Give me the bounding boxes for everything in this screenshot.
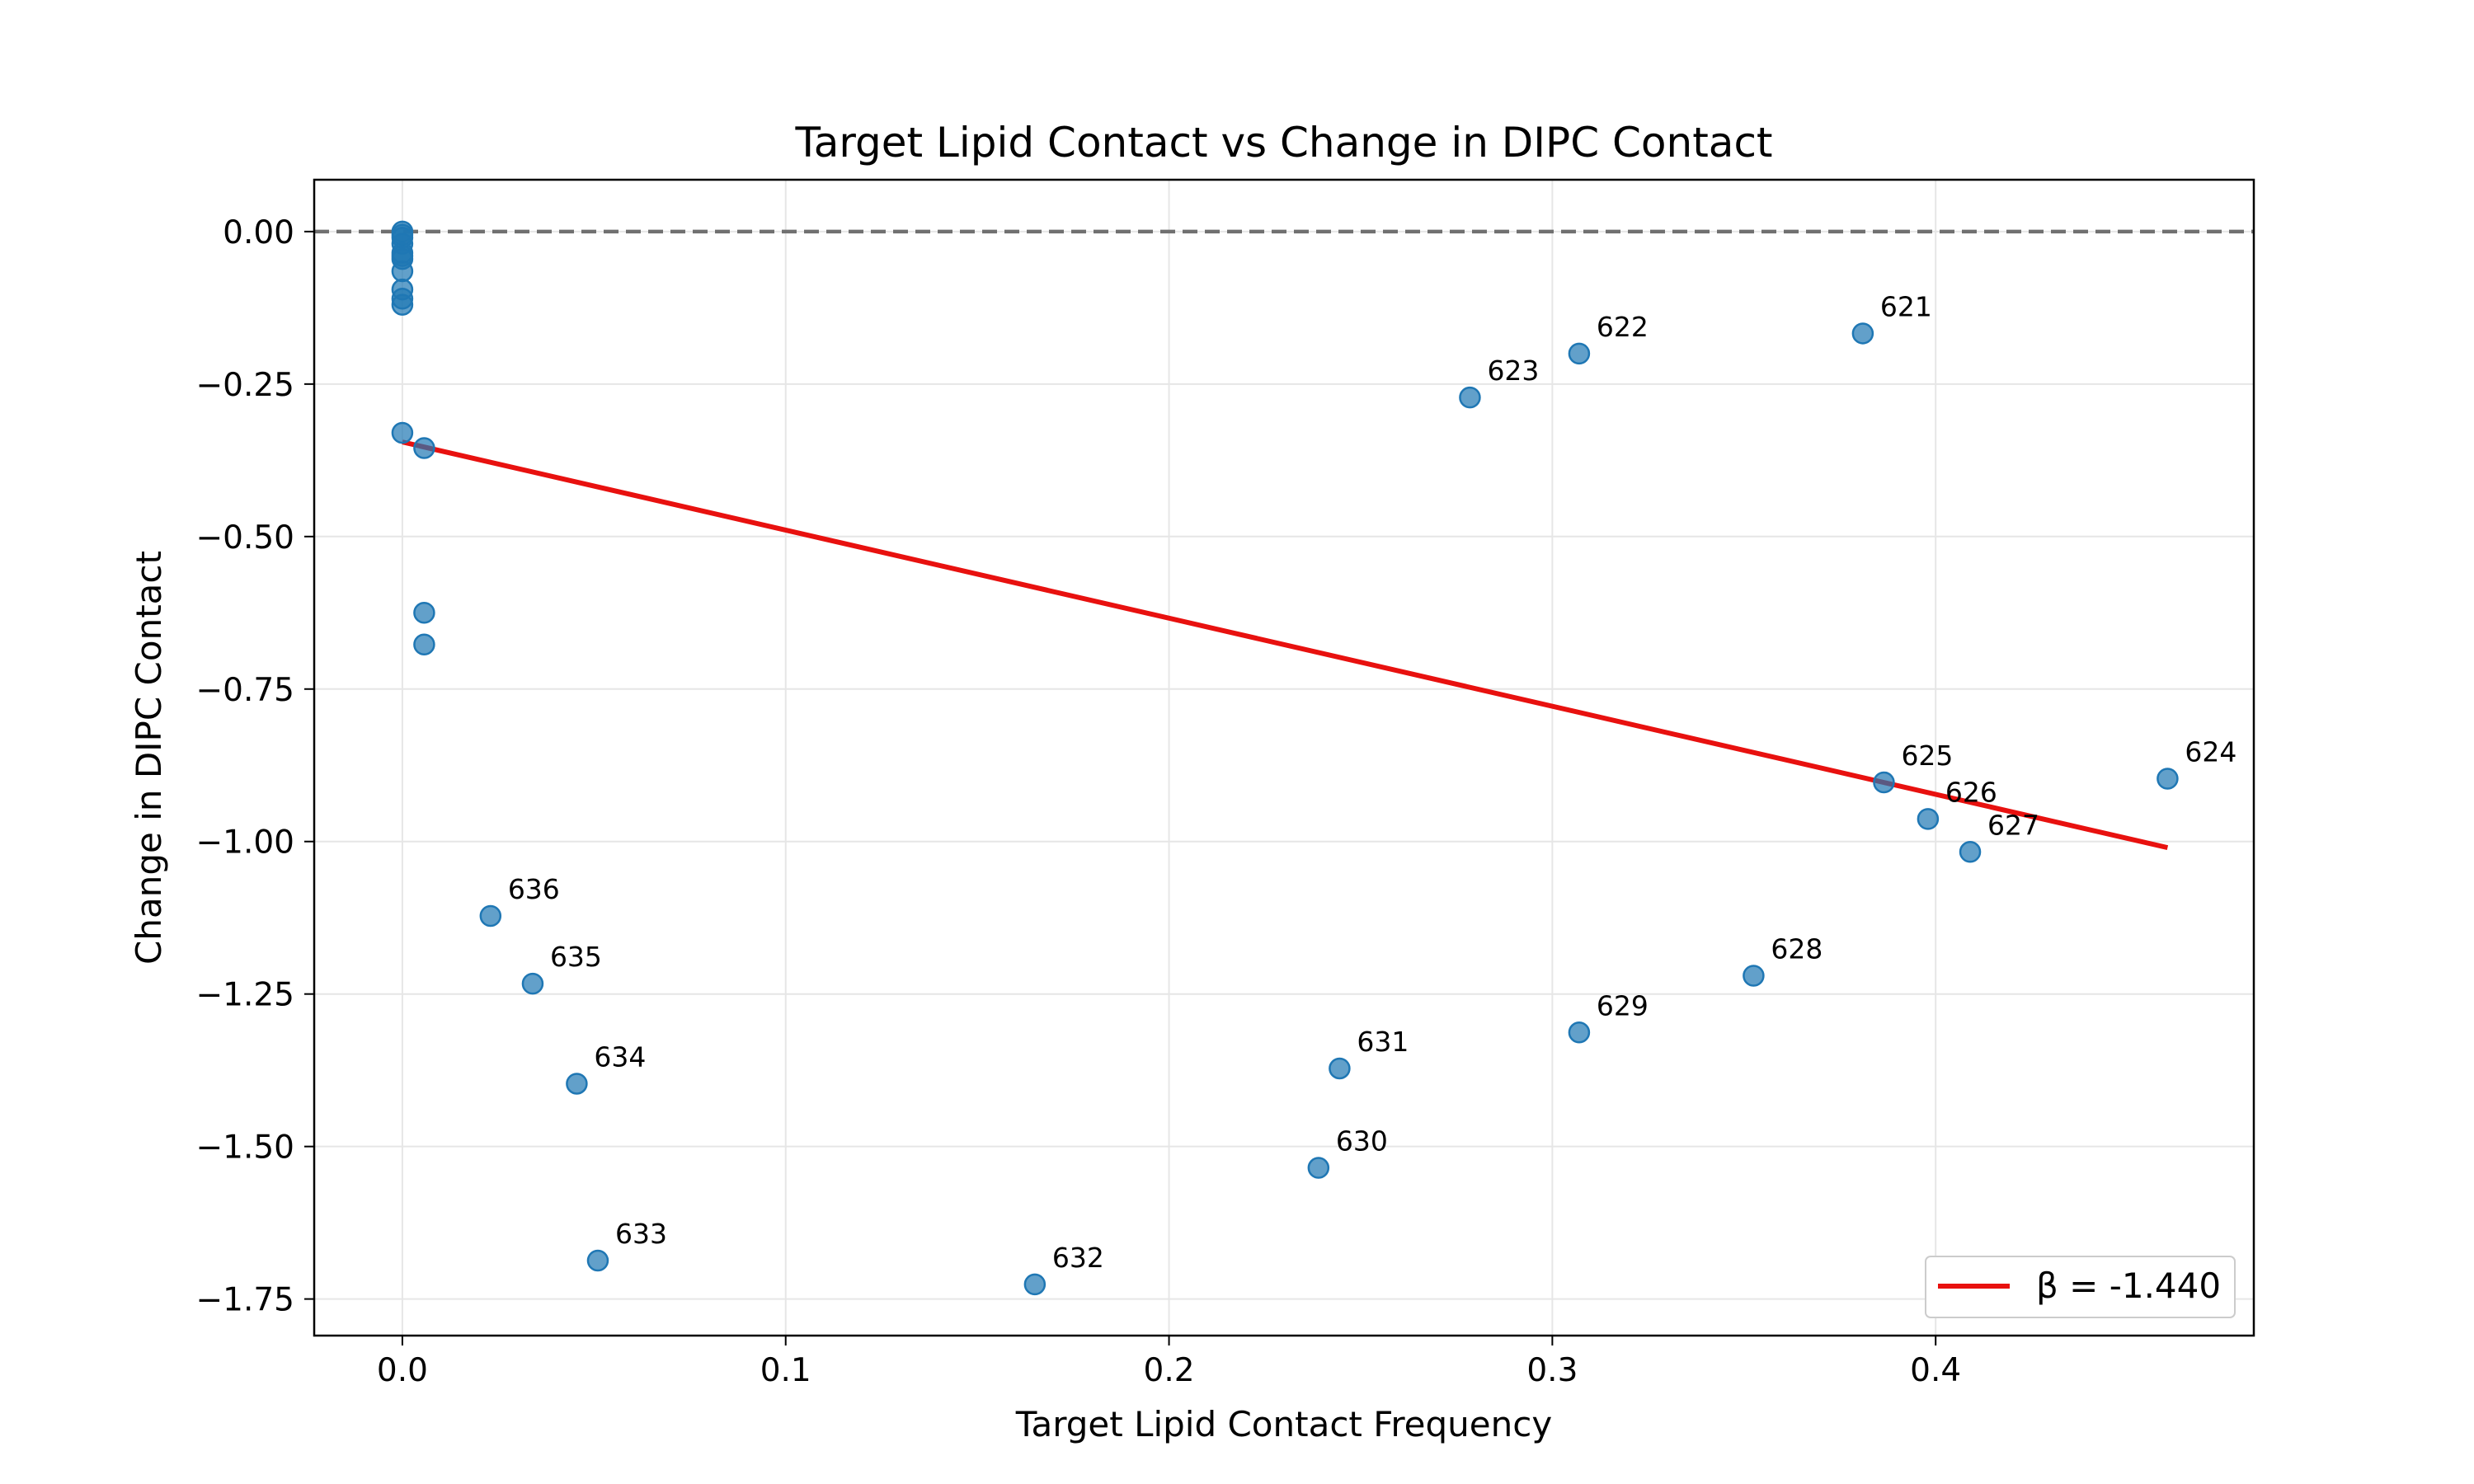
point-label: 622	[1597, 311, 1649, 343]
data-point	[391, 260, 414, 283]
point-label: 634	[594, 1040, 646, 1073]
data-point	[566, 1073, 588, 1095]
point-label: 632	[1052, 1242, 1104, 1274]
data-point	[586, 1249, 609, 1272]
data-point	[1917, 808, 1940, 830]
point-label: 633	[615, 1218, 667, 1250]
data-point	[1851, 322, 1874, 345]
data-point	[1959, 841, 1982, 863]
point-label: 630	[1336, 1125, 1388, 1158]
y-tick-label: −1.75	[195, 1282, 294, 1319]
data-point	[521, 972, 544, 995]
point-label: 628	[1771, 932, 1823, 965]
point-label: 624	[2185, 736, 2236, 768]
data-point	[1023, 1273, 1047, 1296]
data-point	[1743, 965, 1765, 987]
y-tick-label: −0.50	[195, 519, 294, 556]
data-point	[413, 437, 435, 459]
grid-lines	[314, 180, 2254, 1336]
x-axis-ticks: 0.0 0.1 0.2 0.3 0.4	[377, 1336, 1961, 1389]
legend-label: β = -1.440	[2036, 1266, 2221, 1306]
data-points	[391, 220, 2179, 1296]
data-point	[391, 294, 414, 316]
point-label: 629	[1597, 989, 1649, 1021]
y-axis-label: Change in DIPC Contact	[129, 551, 169, 965]
data-point	[1568, 342, 1591, 365]
data-point	[1307, 1157, 1330, 1179]
point-label: 621	[1880, 290, 1932, 322]
data-point	[1459, 386, 1481, 409]
point-label: 631	[1357, 1026, 1409, 1058]
x-tick-label: 0.3	[1526, 1352, 1578, 1389]
data-point	[1329, 1057, 1351, 1080]
y-tick-label: −1.00	[195, 824, 294, 862]
x-tick-label: 0.1	[760, 1352, 811, 1389]
data-point	[391, 421, 414, 444]
y-tick-label: 0.00	[223, 214, 294, 251]
chart-title: Target Lipid Contact vs Change in DIPC C…	[794, 119, 1772, 167]
legend-box	[1925, 1256, 2236, 1318]
y-tick-label: −1.50	[195, 1129, 294, 1167]
point-label: 626	[1945, 776, 1997, 808]
plot-frame	[313, 178, 2255, 1337]
data-point	[1568, 1021, 1591, 1044]
y-axis-ticks: 0.00 −0.25 −0.50 −0.75 −1.00 −1.25 −1.50 −1.75	[195, 214, 314, 1319]
x-tick-label: 0.2	[1144, 1352, 1195, 1389]
legend: β = -1.440	[1925, 1256, 2236, 1318]
data-point	[413, 633, 435, 656]
point-labels: 636 635 634 633 632 630 631 623 622 629 628 621 625 6…	[508, 290, 2237, 1273]
data-point	[413, 602, 435, 624]
x-axis-label: Target Lipid Contact Frequency	[1015, 1404, 1552, 1444]
x-tick-label: 0.0	[377, 1352, 428, 1389]
point-label: 635	[550, 941, 602, 973]
data-point	[479, 904, 502, 928]
point-label: 623	[1487, 355, 1539, 387]
data-point	[1873, 771, 1895, 794]
y-tick-label: −1.25	[195, 977, 294, 1014]
x-tick-label: 0.4	[1910, 1352, 1961, 1389]
point-label: 625	[1901, 740, 1953, 772]
y-tick-label: −0.25	[195, 367, 294, 404]
y-tick-label: −0.75	[195, 672, 294, 709]
data-point	[2157, 768, 2179, 790]
point-label: 636	[508, 873, 560, 905]
point-label: 627	[1987, 809, 2039, 841]
